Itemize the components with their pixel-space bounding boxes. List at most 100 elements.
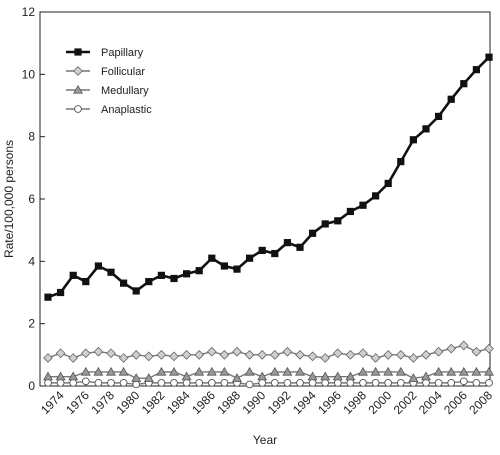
x-tick-label: 1982 <box>139 388 168 417</box>
data-point-anaplastic <box>447 379 456 387</box>
data-point-follicular <box>43 353 53 363</box>
data-point-medullary <box>106 366 116 376</box>
x-tick-label: 2006 <box>441 388 470 417</box>
y-tick-label: 10 <box>22 67 36 81</box>
y-tick-label: 0 <box>28 379 35 393</box>
legend-marker-medullary <box>73 84 83 94</box>
data-point-follicular <box>93 346 104 357</box>
data-point-papillary <box>170 274 178 283</box>
series-follicular <box>43 340 494 363</box>
data-point-papillary <box>246 254 254 262</box>
data-point-medullary <box>458 366 469 376</box>
data-point-papillary <box>309 229 317 237</box>
x-tick-label: 1994 <box>290 388 319 417</box>
x-tick-label: 1998 <box>340 388 369 417</box>
data-point-papillary <box>120 279 128 287</box>
data-point-follicular <box>307 351 318 362</box>
data-point-anaplastic <box>132 380 141 389</box>
series-papillary <box>44 53 493 301</box>
data-point-papillary <box>359 201 367 209</box>
data-point-follicular <box>269 349 280 360</box>
data-point-papillary <box>94 262 102 270</box>
data-point-anaplastic <box>81 377 90 386</box>
data-point-follicular <box>320 353 331 363</box>
legend-label-follicular: Follicular <box>101 66 145 78</box>
data-point-medullary <box>345 371 356 381</box>
data-point-medullary <box>80 366 91 376</box>
data-point-papillary <box>233 265 241 273</box>
data-point-medullary <box>269 366 280 376</box>
data-point-follicular <box>282 346 293 357</box>
data-point-anaplastic <box>182 379 191 387</box>
data-point-anaplastic <box>472 379 481 387</box>
data-point-medullary <box>232 373 242 382</box>
data-point-medullary <box>55 371 66 381</box>
x-tick-label: 1978 <box>88 388 117 417</box>
data-point-medullary <box>358 366 368 376</box>
data-point-medullary <box>131 373 142 382</box>
data-point-follicular <box>345 349 356 360</box>
y-tick-label: 8 <box>28 130 35 144</box>
data-point-papillary <box>422 125 430 133</box>
data-point-medullary <box>332 371 343 381</box>
data-point-papillary <box>409 136 417 144</box>
data-point-papillary <box>346 207 354 216</box>
data-point-follicular <box>118 353 129 363</box>
data-point-anaplastic <box>170 379 178 387</box>
data-point-follicular <box>332 348 343 359</box>
data-point-anaplastic <box>384 379 393 387</box>
data-point-anaplastic <box>485 379 493 387</box>
data-point-follicular <box>194 349 205 360</box>
data-point-anaplastic <box>157 379 166 387</box>
legend-marker-papillary <box>74 48 82 56</box>
data-point-papillary <box>157 271 165 279</box>
data-point-papillary <box>69 271 77 279</box>
x-tick-label: 2000 <box>366 388 395 417</box>
x-axis: 1974197619781980198219841986198819901992… <box>38 382 495 417</box>
y-axis-title: Rate/100,000 persons <box>2 140 16 258</box>
legend-label-papillary: Papillary <box>101 47 144 59</box>
data-point-anaplastic <box>296 379 304 387</box>
data-point-anaplastic <box>321 379 330 387</box>
data-point-follicular <box>80 348 91 359</box>
data-point-medullary <box>43 371 53 381</box>
data-point-medullary <box>244 366 255 376</box>
data-point-medullary <box>408 373 419 382</box>
x-tick-label: 2002 <box>391 388 420 417</box>
data-point-papillary <box>44 293 52 301</box>
x-tick-label: 1976 <box>63 388 92 417</box>
x-tick-label: 2004 <box>416 388 445 417</box>
data-point-follicular <box>370 353 381 363</box>
data-point-medullary <box>68 371 79 381</box>
data-point-papillary <box>460 80 468 88</box>
data-point-anaplastic <box>346 379 355 387</box>
data-point-follicular <box>232 346 242 357</box>
data-point-anaplastic <box>459 377 468 386</box>
data-point-papillary <box>258 246 266 255</box>
data-point-follicular <box>68 353 79 363</box>
data-point-follicular <box>458 340 469 351</box>
data-point-follicular <box>383 349 394 360</box>
data-point-follicular <box>395 349 406 360</box>
data-point-medullary <box>194 366 205 376</box>
data-point-medullary <box>219 366 230 376</box>
data-point-papillary <box>283 239 291 247</box>
data-point-medullary <box>169 366 179 376</box>
data-point-anaplastic <box>333 379 342 387</box>
data-point-follicular <box>181 349 192 360</box>
data-point-follicular <box>408 353 419 363</box>
x-tick-label: 1980 <box>114 388 143 417</box>
data-point-anaplastic <box>434 379 443 387</box>
y-axis: 0 2 4 6 8 10 12 <box>22 5 45 393</box>
y-tick-label: 12 <box>22 5 36 19</box>
data-point-follicular <box>206 346 217 357</box>
data-point-papillary <box>145 277 153 286</box>
legend-label-medullary: Medullary <box>101 85 149 97</box>
data-point-medullary <box>484 366 494 376</box>
data-point-anaplastic <box>119 379 128 387</box>
data-point-medullary <box>395 366 406 376</box>
data-point-follicular <box>219 349 230 360</box>
data-point-papillary <box>132 287 140 295</box>
data-point-anaplastic <box>245 380 254 389</box>
data-point-follicular <box>421 349 431 360</box>
